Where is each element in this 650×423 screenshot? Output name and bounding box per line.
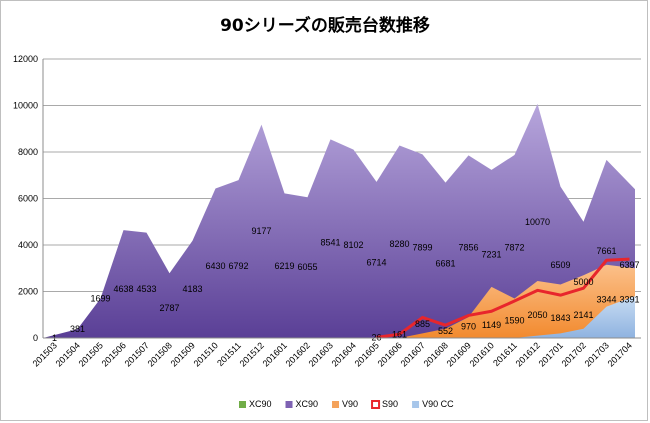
- s90-line-layer: [376, 257, 630, 339]
- x-tick-label: 201503: [31, 340, 59, 368]
- y-tick-label: 4000: [18, 240, 38, 250]
- x-tick-label: 201607: [399, 340, 427, 368]
- data-label: 2141: [573, 310, 593, 320]
- legend-label: XC90: [296, 399, 319, 409]
- data-label: 4638: [113, 284, 133, 294]
- data-label: 7231: [481, 249, 501, 259]
- data-label: 3344: [596, 295, 616, 305]
- x-tick-label: 201704: [606, 340, 634, 368]
- x-tick-label: 201601: [261, 340, 289, 368]
- data-label: 1699: [90, 293, 110, 303]
- legend-swatch: [239, 401, 246, 408]
- data-label: 6219: [274, 261, 294, 271]
- x-tick-label: 201610: [468, 340, 496, 368]
- data-label: 7899: [412, 242, 432, 252]
- legend-item-xc90: XC90: [239, 399, 272, 409]
- x-tick-label: 201605: [353, 340, 381, 368]
- x-tick-label: 201606: [376, 340, 404, 368]
- series-line-s90: [376, 257, 630, 339]
- x-tick-label: 201702: [560, 340, 588, 368]
- series-area-v90-cc: [43, 296, 635, 338]
- data-label: 161: [392, 329, 407, 339]
- x-tick-label: 201602: [284, 340, 312, 368]
- y-tick-label: 12000: [13, 54, 38, 64]
- chart-title: 90シリーズの販売台数推移: [220, 16, 430, 36]
- x-tick-label: 201701: [537, 340, 565, 368]
- data-label: 9177: [251, 226, 271, 236]
- legend-swatch: [285, 401, 293, 408]
- data-label: 8280: [389, 239, 409, 249]
- data-label: 7661: [596, 246, 616, 256]
- legend-label: S90: [382, 399, 398, 409]
- data-label: 1843: [550, 313, 570, 323]
- data-label: 26: [371, 332, 381, 342]
- series-area-xc90: [43, 103, 635, 338]
- legend-label: XC90: [249, 399, 272, 409]
- x-tick-label: 201603: [307, 340, 335, 368]
- x-tick-label: 201505: [77, 340, 105, 368]
- x-tick-label: 201512: [238, 340, 266, 368]
- data-label: 6509: [550, 260, 570, 270]
- data-label: 2787: [159, 303, 179, 313]
- x-tick-label: 201609: [445, 340, 473, 368]
- series-area-v90: [43, 264, 635, 338]
- x-tick-label: 201608: [422, 340, 450, 368]
- x-tick-label: 201508: [146, 340, 174, 368]
- y-tick-label: 0: [33, 333, 38, 343]
- x-tick-label: 201506: [100, 340, 128, 368]
- x-tick-label: 201510: [192, 340, 220, 368]
- series-layer: [43, 103, 635, 338]
- legend-label: V90 CC: [422, 399, 454, 409]
- data-label: 1149: [482, 320, 501, 330]
- x-tick-label: 201612: [514, 340, 542, 368]
- data-label: 7856: [458, 242, 478, 252]
- data-label: 6792: [228, 261, 248, 271]
- data-label: 885: [415, 319, 430, 329]
- legend-item-v90: V90: [332, 399, 358, 409]
- legend-swatch: [371, 400, 381, 409]
- data-label: 6430: [205, 261, 225, 271]
- data-label: 6714: [366, 257, 386, 267]
- data-label: 7872: [504, 242, 524, 252]
- y-tick-label: 8000: [18, 147, 38, 157]
- data-label: 381: [70, 324, 85, 334]
- data-label: 4533: [136, 284, 156, 294]
- legend-swatch: [332, 401, 340, 408]
- legend: XC90 XC90 V90 S90 V90 CC: [239, 399, 454, 409]
- legend-item-s90: S90: [371, 399, 398, 409]
- legend-item-xc90: XC90: [285, 399, 319, 409]
- data-label: 6055: [297, 262, 317, 272]
- x-tick-label: 201703: [583, 340, 611, 368]
- data-label: 8541: [320, 238, 340, 248]
- data-label: 2050: [527, 310, 547, 320]
- data-label: 6397: [619, 260, 639, 270]
- data-label: 4183: [182, 284, 202, 294]
- x-tick-label: 201509: [169, 340, 197, 368]
- legend-label: V90: [342, 399, 358, 409]
- data-label: 970: [461, 321, 476, 331]
- data-label: 1590: [504, 316, 524, 326]
- y-tick-label: 6000: [18, 194, 38, 204]
- x-tick-label: 201507: [123, 340, 151, 368]
- data-label: 10070: [525, 217, 550, 227]
- y-tick-label: 2000: [18, 287, 38, 297]
- data-label: 8102: [343, 240, 363, 250]
- x-tick-label: 201504: [54, 340, 82, 368]
- data-label: 6681: [435, 259, 455, 269]
- x-tick-label: 201604: [330, 340, 358, 368]
- data-label: 5000: [573, 277, 593, 287]
- y-tick-label: 10000: [13, 101, 38, 111]
- legend-swatch: [412, 401, 420, 408]
- data-label: 552: [438, 326, 453, 336]
- legend-item-v90-cc: V90 CC: [412, 399, 454, 409]
- data-label: 3391: [619, 295, 639, 305]
